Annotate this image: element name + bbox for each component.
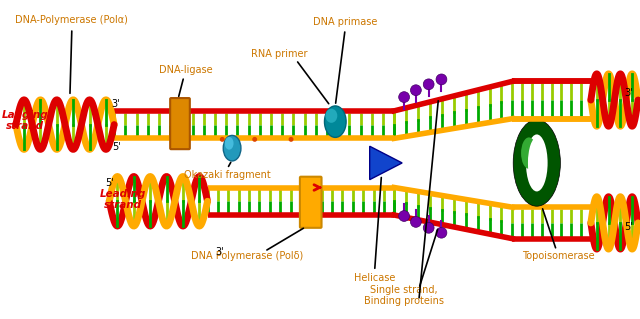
Text: Okazaki fragment: Okazaki fragment — [184, 170, 271, 180]
Text: 3': 3' — [112, 99, 120, 109]
Ellipse shape — [289, 137, 294, 142]
Circle shape — [410, 217, 421, 227]
FancyBboxPatch shape — [300, 177, 321, 228]
Ellipse shape — [521, 137, 537, 169]
Text: 5': 5' — [112, 142, 120, 152]
Text: 3': 3' — [215, 248, 223, 257]
Circle shape — [423, 79, 434, 90]
Ellipse shape — [528, 137, 546, 189]
Text: RNA primer: RNA primer — [251, 49, 307, 59]
Circle shape — [410, 85, 421, 96]
Ellipse shape — [252, 137, 257, 142]
Text: 5': 5' — [624, 222, 632, 232]
Ellipse shape — [225, 137, 234, 150]
Text: Topoisomerase: Topoisomerase — [522, 251, 595, 261]
Text: 3': 3' — [624, 88, 632, 98]
Ellipse shape — [513, 120, 561, 206]
FancyBboxPatch shape — [170, 98, 190, 149]
Text: Helicase: Helicase — [354, 273, 396, 283]
Text: Lagging
strand: Lagging strand — [1, 110, 48, 131]
Ellipse shape — [220, 137, 225, 142]
Text: DNA-Polymerase (Polα): DNA-Polymerase (Polα) — [15, 15, 128, 26]
Circle shape — [423, 222, 434, 233]
Ellipse shape — [526, 134, 548, 191]
Circle shape — [436, 74, 447, 85]
Circle shape — [399, 211, 410, 221]
Text: Single strand,
Binding proteins: Single strand, Binding proteins — [364, 285, 444, 307]
Text: DNA Polymerase (Polδ): DNA Polymerase (Polδ) — [191, 251, 303, 261]
Circle shape — [436, 227, 447, 238]
Text: Leading
strand: Leading strand — [100, 189, 146, 210]
Ellipse shape — [223, 136, 241, 161]
Polygon shape — [370, 146, 402, 180]
Circle shape — [399, 92, 410, 102]
Text: 5': 5' — [105, 178, 113, 188]
Text: DNA-ligase: DNA-ligase — [159, 64, 212, 75]
Ellipse shape — [325, 109, 337, 123]
Ellipse shape — [324, 106, 346, 137]
Text: DNA primase: DNA primase — [313, 17, 378, 27]
